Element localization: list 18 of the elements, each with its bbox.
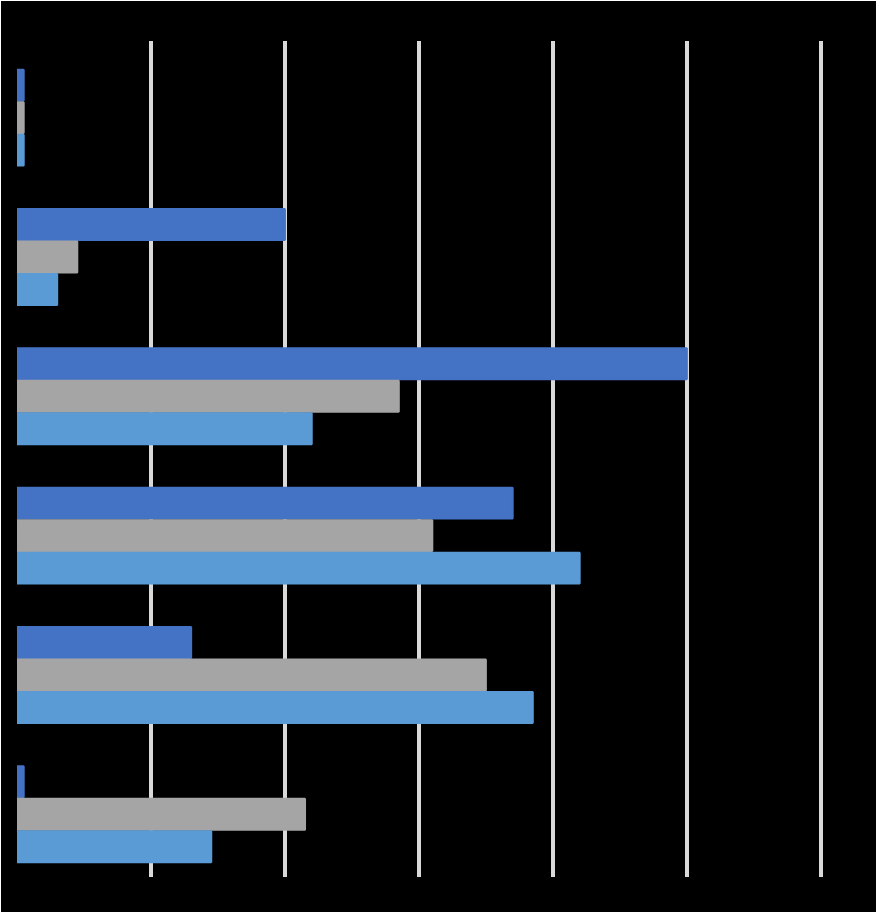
bar (17, 830, 213, 864)
bar (17, 208, 286, 241)
bar (17, 273, 59, 306)
bar (17, 101, 25, 135)
bar (17, 133, 25, 167)
bar (17, 347, 688, 381)
bar (17, 379, 400, 413)
bar (17, 240, 79, 274)
bar (17, 519, 434, 553)
bar (17, 412, 313, 446)
bar (17, 68, 25, 102)
bar (17, 551, 581, 585)
bar (17, 691, 534, 724)
bar (17, 797, 307, 831)
bar (17, 626, 193, 659)
bar (17, 658, 487, 692)
bar (17, 486, 514, 520)
bar (17, 765, 25, 799)
